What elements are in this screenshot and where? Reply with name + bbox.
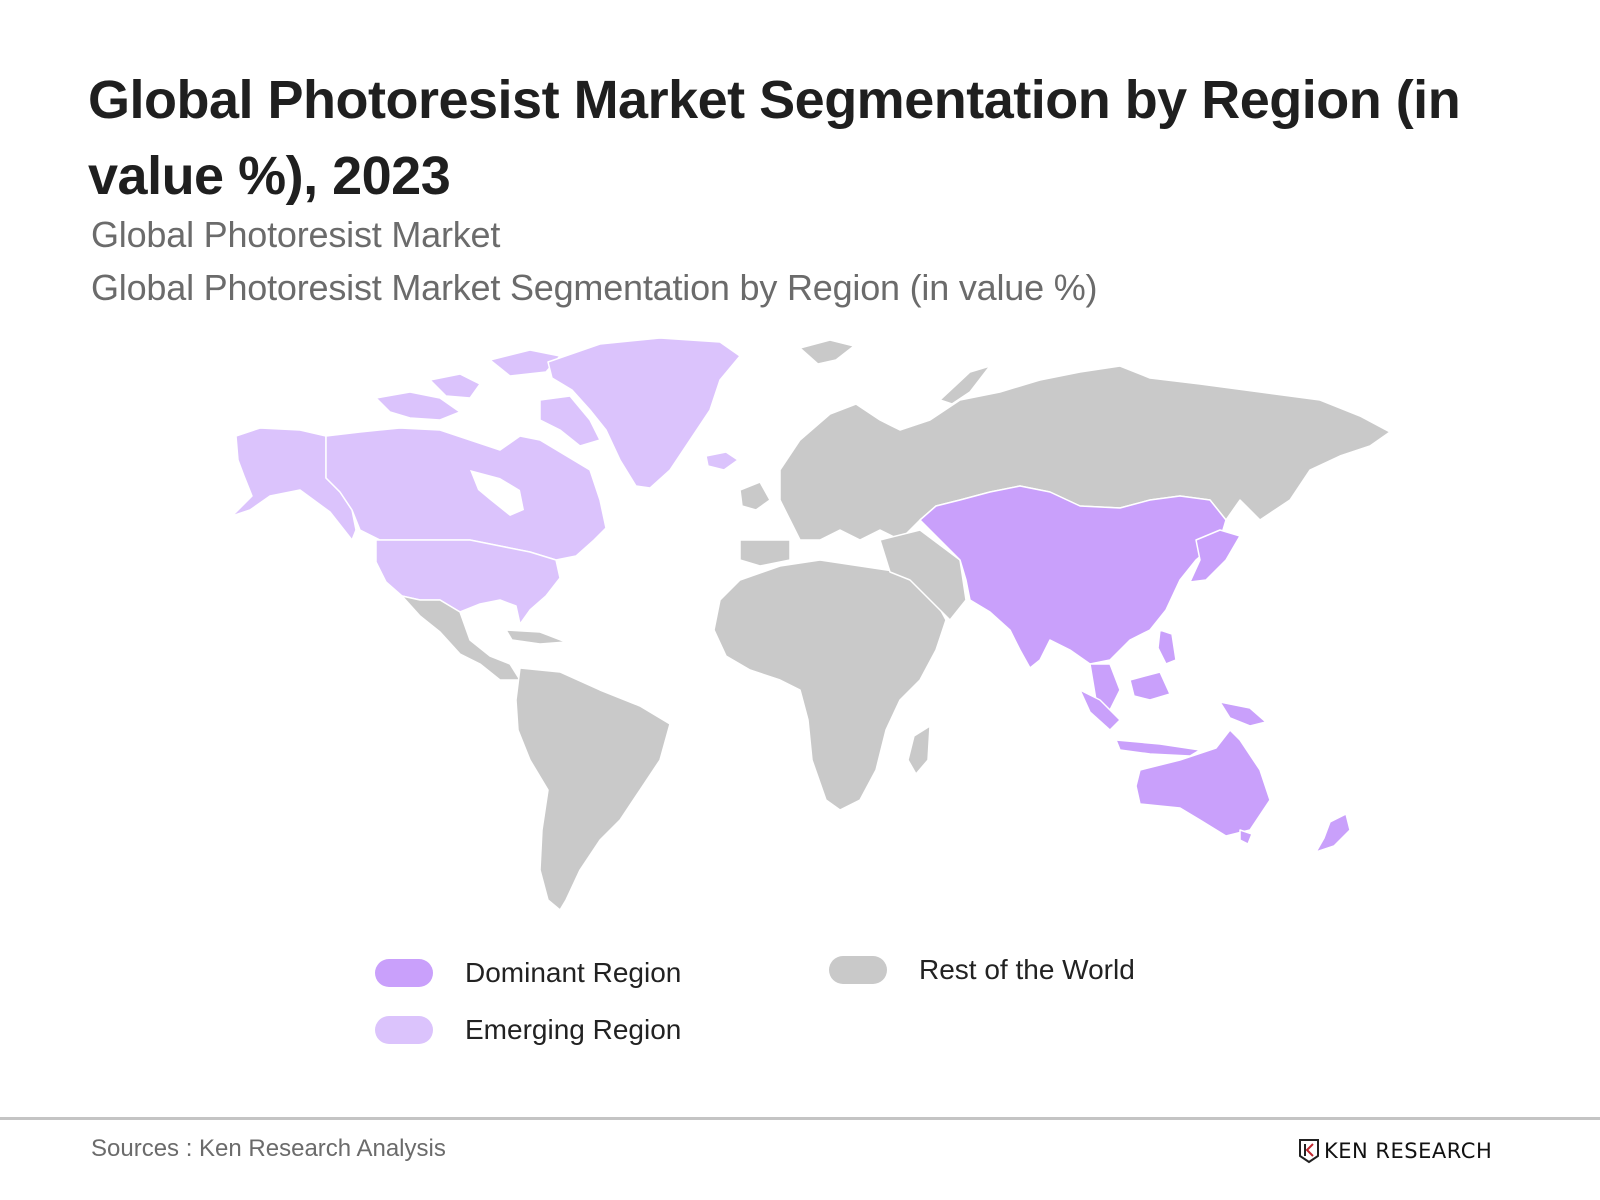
legend-rest: Rest of the World: [829, 954, 1135, 986]
legend-label-rest: Rest of the World: [919, 954, 1135, 985]
legend-dominant: Dominant Region: [375, 957, 681, 989]
region-emerging-north-america: [231, 337, 741, 625]
region-rest-europe-russia: [739, 339, 1391, 567]
legend-label-emerging: Emerging Region: [465, 1014, 682, 1045]
page-title: Global Photoresist Market Segmentation b…: [88, 70, 1461, 206]
legend-emerging: Emerging Region: [375, 1014, 681, 1046]
region-rest-africa-middle-east: [713, 529, 967, 811]
legend-swatch-dominant: [375, 959, 433, 987]
legend-label-dominant: Dominant Region: [465, 957, 682, 988]
ken-research-logo-text: KEN RESEARCH: [1324, 1139, 1493, 1163]
ken-research-logo: KEN RESEARCH: [1298, 1138, 1492, 1164]
source-note: Sources : Ken Research Analysis: [91, 1135, 446, 1162]
ken-research-logo-icon: [1299, 1139, 1319, 1164]
world-map: [231, 337, 1391, 911]
region-dominant-asia-pacific: [919, 485, 1351, 853]
subtitle-segmentation: Global Photoresist Market Segmentation b…: [91, 267, 1098, 308]
legend-swatch-rest: [829, 956, 887, 984]
region-rest-latin-america: [401, 595, 671, 911]
legend-swatch-emerging: [375, 1016, 433, 1044]
subtitle-market: Global Photoresist Market: [91, 214, 501, 255]
footer-divider: [0, 1117, 1600, 1120]
